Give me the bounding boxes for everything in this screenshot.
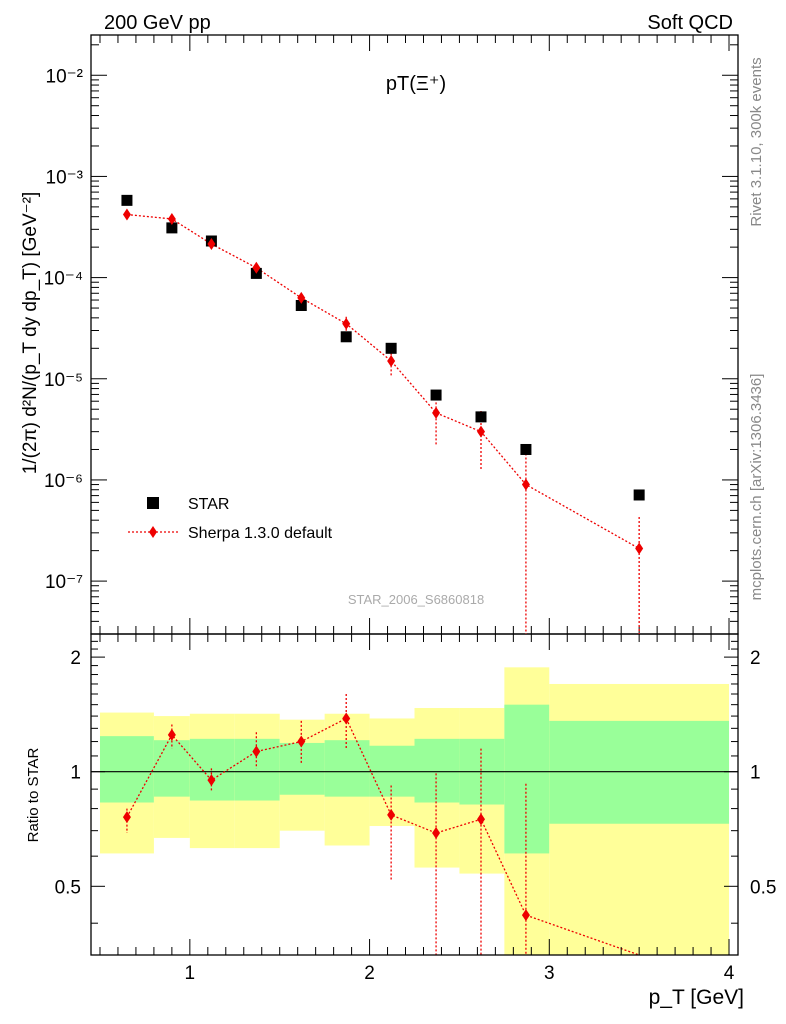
ratio-mc-point (252, 745, 261, 758)
ratio-ylabel: Ratio to STAR (25, 747, 42, 842)
ratio-mc-point (207, 774, 216, 787)
star-data-point (475, 411, 487, 423)
ratio-mc-point (432, 827, 441, 840)
ratio-mc-point (167, 728, 176, 741)
ratio-mc-point (521, 909, 530, 922)
main-frame (90, 34, 739, 635)
main-mc-point (521, 478, 530, 491)
xtick-label: 3 (544, 963, 555, 984)
chart-title: pT(Ξ⁺) (386, 73, 446, 95)
legend-star-label: STAR (188, 496, 229, 513)
star-data-point (633, 489, 645, 501)
main-mc-point (635, 542, 644, 555)
xtick-label: 1 (185, 963, 196, 984)
ratio-ytick-label-right: 2 (750, 648, 761, 669)
star-data-point (520, 443, 532, 455)
legend-mc-label: Sherpa 1.3.0 default (188, 525, 333, 542)
header-left: 200 GeV pp (104, 12, 211, 34)
ratio-ytick-label: 1 (70, 763, 81, 784)
uncertainty-band-inner (153, 740, 190, 797)
main-panel: 10⁻⁷ 10⁻⁶ 10⁻⁵ 10⁻⁴ 10⁻³ 10⁻² (44, 34, 739, 635)
main-mc-point (297, 291, 306, 304)
watermark: STAR_2006_S6860818 (348, 592, 484, 607)
ratio-panel: 0.5 0.5 1 1 2 2 1 2 3 4 (55, 633, 776, 984)
main-ytick-label: 10⁻⁶ (44, 471, 83, 492)
main-ytick-label: 10⁻³ (46, 167, 84, 188)
main-ytick-label: 10⁻⁵ (44, 370, 83, 391)
xtick-label: 4 (724, 963, 735, 984)
legend-star-marker (147, 497, 159, 509)
ratio-ytick-label: 0.5 (55, 877, 81, 898)
rivet-label: Rivet 3.1.10, 300k events (748, 57, 765, 226)
main-ytick-label: 10⁻⁴ (44, 269, 83, 290)
header-right: Soft QCD (647, 12, 733, 34)
uncertainty-band-inner (99, 736, 154, 803)
legend-mc-marker (149, 526, 157, 538)
ratio-mc-line (126, 717, 640, 956)
main-ylabel: 1/(2π) d²N/(p_T dy dp_T) [GeV⁻²] (20, 192, 41, 475)
star-data-point (295, 299, 307, 311)
main-mc-point (252, 261, 261, 274)
star-data-point (430, 389, 442, 401)
ratio-mc-point (297, 735, 306, 748)
main-mc-point (122, 208, 131, 221)
star-data-point (166, 222, 178, 234)
legend: STAR Sherpa 1.3.0 default (128, 496, 333, 542)
uncertainty-band-inner (324, 740, 370, 797)
star-data-point (385, 342, 397, 354)
uncertainty-band-inner (279, 742, 325, 795)
ratio-mc-point (122, 811, 131, 824)
main-ytick-label: 10⁻⁷ (45, 572, 83, 593)
main-mc-point (342, 317, 351, 330)
mcplots-label: mcplots.cern.ch [arXiv:1306.3436] (748, 374, 765, 601)
main-mc-point (432, 406, 441, 419)
ratio-ytick-label-right: 0.5 (750, 877, 776, 898)
main-mc-point (476, 425, 485, 438)
main-mc-point (387, 354, 396, 367)
ratio-mc-point (476, 813, 485, 826)
ratio-ytick-label: 2 (70, 648, 81, 669)
main-ytick-label: 10⁻² (46, 66, 84, 87)
xtick-label: 2 (364, 963, 375, 984)
main-mc-point (207, 237, 216, 250)
uncertainty-band-inner (414, 738, 460, 803)
star-data-point (121, 194, 133, 206)
ratio-mc-point (387, 808, 396, 821)
xlabel: p_T [GeV] (649, 986, 744, 1009)
uncertainty-band-inner (504, 704, 550, 854)
ratio-ytick-label-right: 1 (750, 763, 761, 784)
main-mc-point (167, 212, 176, 225)
ratio-mc-point (342, 712, 351, 725)
star-data-point (340, 331, 352, 343)
